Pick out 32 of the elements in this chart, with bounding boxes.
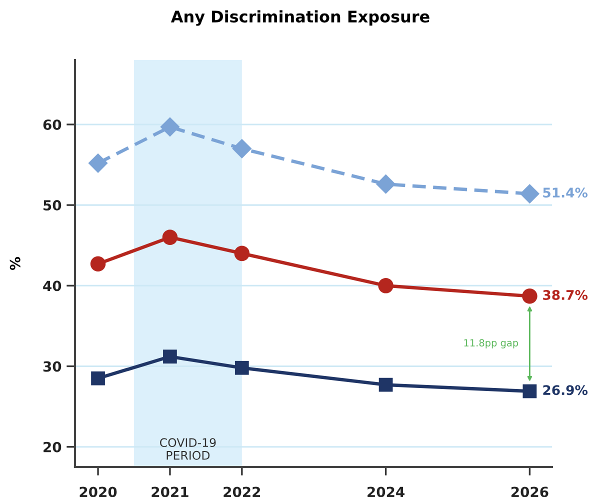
point [162, 230, 178, 245]
point [88, 153, 108, 173]
point [522, 384, 537, 398]
x-tick-label: 2024 [368, 486, 404, 497]
y-tick-label: 50 [44, 200, 62, 211]
x-tick-label: 2022 [224, 486, 260, 497]
data-label: 26.9% [543, 385, 588, 396]
point [520, 184, 540, 204]
point [378, 378, 393, 392]
x-tick-label: 2020 [80, 486, 117, 497]
data-label: 51.4% [543, 188, 588, 198]
chart-title: Any Discrimination Exposure [170, 10, 430, 26]
point [160, 117, 180, 137]
y-tick-label: 60 [43, 119, 62, 130]
y-tick-label: 40 [43, 280, 62, 292]
point [378, 278, 394, 294]
data-label: 38.7% [543, 290, 588, 300]
y-tick-label: 30 [43, 361, 62, 372]
band-label: COVID-19 PERIOD [160, 438, 216, 460]
annotation: 11.8pp gap [464, 339, 518, 348]
y-tick-label: 20 [44, 442, 62, 452]
x-tick-label: 2021 [152, 486, 188, 497]
point [90, 256, 106, 272]
y-axis-title: % [10, 256, 20, 270]
point [232, 138, 252, 158]
point [91, 371, 105, 386]
point [522, 288, 538, 304]
x-tick-label: 2026 [511, 486, 548, 497]
point [163, 350, 177, 364]
point [234, 360, 249, 375]
point [234, 246, 250, 262]
point [376, 174, 396, 194]
